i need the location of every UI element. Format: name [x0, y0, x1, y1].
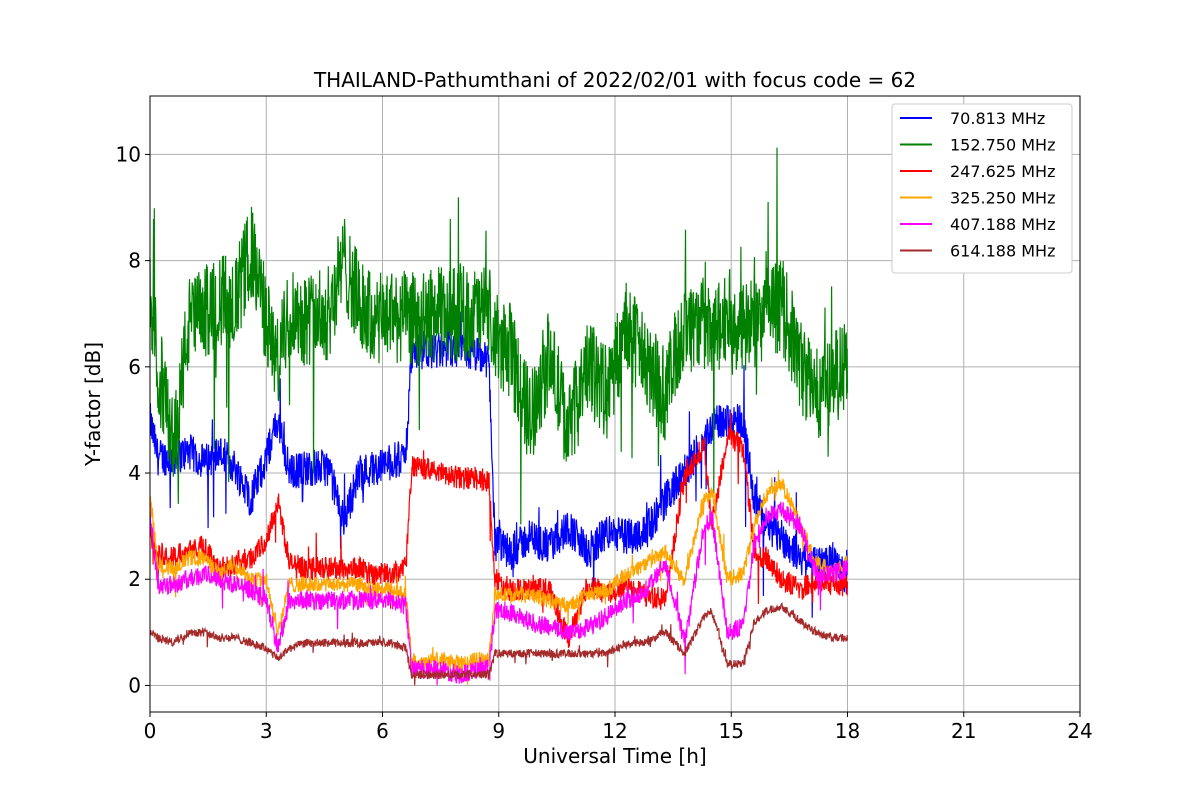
- x-tick-label: 6: [376, 719, 389, 743]
- y-tick-label: 0: [128, 673, 141, 697]
- legend-label: 247.625 MHz: [950, 162, 1055, 181]
- series-line: [149, 501, 849, 686]
- y-tick-label: 4: [128, 461, 141, 485]
- chart-title: THAILAND-Pathumthani of 2022/02/01 with …: [313, 68, 916, 92]
- legend-label: 152.750 MHz: [950, 136, 1055, 155]
- x-tick-label: 12: [602, 719, 627, 743]
- y-tick-label: 8: [128, 249, 141, 273]
- series-line: [149, 292, 849, 618]
- series-layer: [149, 147, 849, 686]
- series-line: [149, 147, 849, 525]
- legend: 70.813 MHz 152.750 MHz 247.625 MHz 325.250 …: [891, 103, 1073, 274]
- x-tick-label: 15: [719, 719, 744, 743]
- y-tick-label: 2: [128, 567, 141, 591]
- x-tick-label: 0: [144, 719, 157, 743]
- x-tick-label: 3: [260, 719, 273, 743]
- y-tick-label: 6: [128, 355, 141, 379]
- x-tick-label: 18: [835, 719, 860, 743]
- legend-box: [891, 103, 1073, 274]
- legend-label: 325.250 MHz: [950, 189, 1055, 208]
- legend-label: 70.813 MHz: [950, 109, 1045, 128]
- x-axis-label: Universal Time [h]: [523, 744, 706, 768]
- x-tick-label: 9: [492, 719, 505, 743]
- x-tick-label: 24: [1067, 719, 1092, 743]
- series-line: [149, 470, 848, 685]
- series-line: [149, 602, 849, 686]
- x-tick-label: 21: [951, 719, 976, 743]
- y-axis-label: Y-factor [dB]: [81, 342, 105, 467]
- legend-label: 407.188 MHz: [950, 215, 1055, 234]
- series-line: [149, 412, 849, 648]
- legend-label: 614.188 MHz: [950, 242, 1055, 261]
- y-tick-label: 10: [116, 142, 141, 166]
